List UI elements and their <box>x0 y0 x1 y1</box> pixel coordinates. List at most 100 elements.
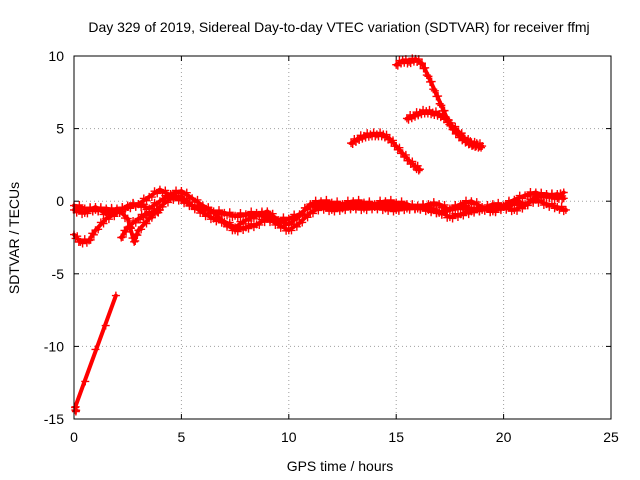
data-point <box>392 60 401 69</box>
data-point <box>419 64 428 73</box>
data-point <box>155 205 164 214</box>
data-point <box>430 86 439 95</box>
data-point <box>333 197 342 206</box>
y-tick-label: 0 <box>56 193 64 209</box>
data-point <box>78 239 87 248</box>
data-point <box>464 134 473 143</box>
x-tick-label: 25 <box>603 429 619 445</box>
data-point <box>388 136 397 145</box>
data-point <box>477 143 486 152</box>
data-point <box>424 72 433 81</box>
grid-lines <box>74 56 611 419</box>
data-point <box>421 63 430 72</box>
series-trace-c <box>70 188 568 246</box>
data-point <box>126 203 135 212</box>
series-line <box>394 56 482 149</box>
data-point <box>451 122 460 131</box>
data-point <box>86 235 95 244</box>
data-point <box>478 142 487 151</box>
data-point <box>233 223 242 232</box>
data-point <box>147 193 156 202</box>
data-point <box>101 321 110 330</box>
data-point <box>131 218 140 227</box>
data-point <box>255 220 264 229</box>
data-point <box>459 201 468 210</box>
series-arc-high <box>392 54 484 152</box>
data-point <box>408 157 417 166</box>
data-point <box>244 216 253 225</box>
data-point <box>483 203 492 212</box>
data-point <box>557 202 566 211</box>
data-point <box>457 129 466 138</box>
y-axis-label: SDTVAR / TECUs <box>6 182 22 294</box>
y-tick-label: 10 <box>48 48 64 64</box>
data-point <box>523 201 532 210</box>
data-point <box>444 116 453 125</box>
data-point <box>422 71 431 80</box>
data-point <box>440 201 449 210</box>
data-point <box>417 59 426 68</box>
data-point <box>225 208 234 217</box>
data-point <box>416 205 425 214</box>
data-point <box>193 195 202 204</box>
data-point <box>437 101 446 110</box>
data-point <box>73 232 82 241</box>
data-point <box>438 110 447 119</box>
data-point <box>91 345 100 354</box>
data-point <box>415 165 424 174</box>
data-point <box>204 209 213 218</box>
data-point <box>529 197 538 206</box>
data-point <box>96 204 105 213</box>
y-tick-label: -15 <box>44 411 64 427</box>
data-point <box>491 208 500 217</box>
data-point <box>448 214 457 223</box>
data-point <box>83 209 92 218</box>
data-point <box>122 227 131 236</box>
data-point <box>118 232 127 241</box>
data-point <box>448 206 457 215</box>
data-point <box>89 230 98 239</box>
data-point <box>268 209 277 218</box>
data-point <box>472 198 481 207</box>
data-point <box>130 237 139 246</box>
data-point <box>81 377 90 386</box>
data-point <box>134 214 143 223</box>
data-point <box>72 406 81 415</box>
data-point <box>279 216 288 225</box>
data-point <box>341 201 350 210</box>
data-point <box>395 143 404 152</box>
data-point <box>429 85 438 94</box>
data-point <box>99 219 108 228</box>
data-point <box>561 205 570 214</box>
plot-frame <box>73 55 612 420</box>
y-tick-label: -10 <box>44 338 64 354</box>
series-trace-d <box>117 205 164 242</box>
data-point <box>365 197 374 206</box>
data-point <box>534 194 543 203</box>
data-point <box>303 213 312 222</box>
data-point <box>143 211 152 220</box>
data-point <box>513 206 522 215</box>
data-point <box>373 201 382 210</box>
data-point <box>547 199 556 208</box>
data-point <box>287 220 296 229</box>
x-tick-label: 10 <box>281 429 297 445</box>
x-tick-label: 5 <box>178 429 186 445</box>
data-point <box>559 188 568 197</box>
data-point <box>427 77 436 86</box>
data-points <box>70 54 570 416</box>
series-arc-low <box>347 128 424 175</box>
y-tick-label: 5 <box>56 121 64 137</box>
data-point <box>142 219 151 228</box>
data-point <box>558 191 567 200</box>
data-point <box>386 195 395 204</box>
data-point <box>104 210 113 219</box>
data-point <box>347 139 356 148</box>
data-point <box>416 60 425 69</box>
data-point <box>111 291 120 300</box>
data-point <box>177 192 186 201</box>
data-point <box>255 212 264 221</box>
y-tick-label: -5 <box>52 266 65 282</box>
data-point <box>214 214 223 223</box>
data-point <box>112 204 121 213</box>
